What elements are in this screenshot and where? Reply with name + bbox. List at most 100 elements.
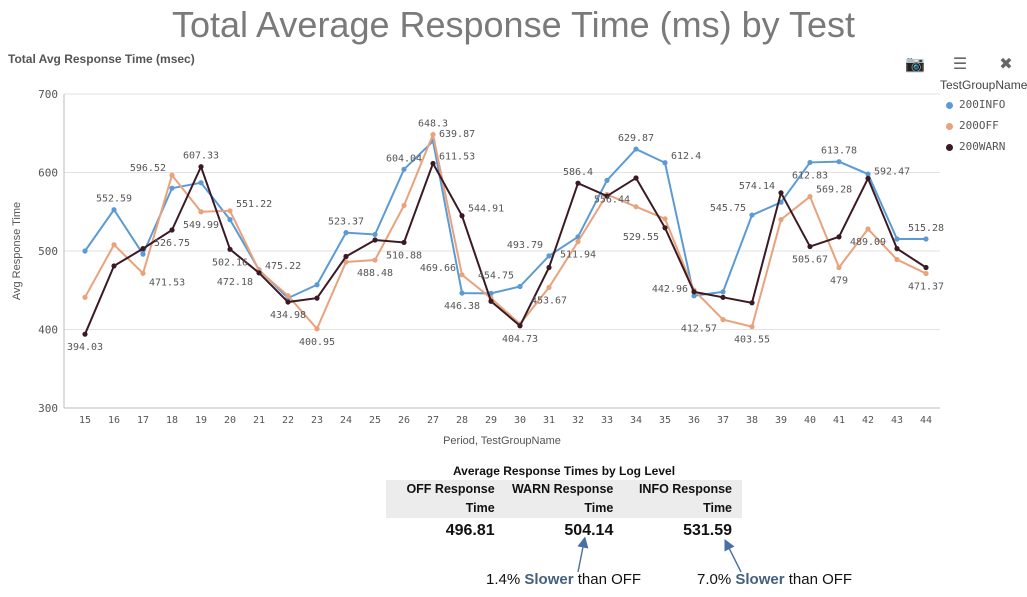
- data-point: [575, 180, 581, 186]
- camera-icon[interactable]: 📷: [905, 56, 925, 73]
- data-point: [140, 246, 146, 252]
- summary-value-info: 531.59: [683, 522, 733, 539]
- data-label: 471.37: [908, 281, 944, 292]
- data-point: [778, 217, 784, 223]
- sliders-icon[interactable]: ☰: [952, 56, 968, 73]
- x-tick-label: 16: [108, 415, 120, 426]
- x-tick-label: 34: [630, 415, 642, 426]
- y-tick-label: 400: [38, 324, 58, 337]
- data-point: [169, 227, 175, 233]
- page-title: Total Average Response Time (ms) by Test: [172, 4, 855, 45]
- data-point: [778, 190, 784, 196]
- legend-item-200off[interactable]: 200OFF: [946, 119, 999, 132]
- data-label: 469.66: [420, 263, 456, 274]
- data-point: [807, 243, 813, 250]
- series-line-200warn: [84, 161, 927, 335]
- data-point: [314, 282, 320, 288]
- data-label: 556.44: [594, 195, 630, 206]
- summary-header-info: INFO Response Time: [638, 482, 733, 515]
- data-point: [401, 239, 407, 246]
- line-chart: 300 400 500 600 700 15 16 17 18 19 20 21 22 23 24 25 26 2…: [11, 88, 944, 447]
- legend-item-200info[interactable]: 200INFO: [946, 98, 1005, 111]
- data-point: [459, 213, 465, 219]
- data-point: [372, 231, 378, 238]
- data-point: [604, 193, 610, 199]
- data-point: [575, 239, 581, 245]
- data-label: 488.48: [357, 268, 393, 279]
- summary-value-off: 496.81: [445, 522, 495, 539]
- x-tick-label: 31: [543, 415, 555, 426]
- data-point: [227, 246, 233, 252]
- data-point: [894, 256, 900, 263]
- data-label: 446.38: [444, 301, 480, 312]
- data-point: [227, 208, 233, 214]
- data-point: [285, 299, 291, 305]
- x-tick-label: 20: [224, 415, 236, 426]
- note-warn: 1.4% Slower than OFF: [486, 571, 642, 588]
- data-point: [546, 284, 552, 290]
- data-point: [111, 263, 117, 269]
- x-tick-label: 25: [369, 415, 381, 426]
- data-point: [140, 270, 146, 276]
- summary-title: Average Response Times by Log Level: [452, 464, 676, 478]
- x-tick-label: 29: [485, 415, 497, 426]
- data-label: 596.52: [130, 163, 166, 174]
- data-point: [662, 225, 668, 231]
- arrow-info: [724, 538, 742, 573]
- data-label: 403.55: [734, 335, 770, 346]
- summary-header-warn: WARN Response Time: [511, 482, 614, 515]
- data-label: 475.22: [265, 261, 301, 272]
- data-point: [836, 234, 842, 240]
- close-icon[interactable]: ✖: [999, 56, 1013, 73]
- x-tick-label: 15: [79, 415, 91, 426]
- data-point: [314, 295, 320, 301]
- data-point: [198, 180, 204, 186]
- x-tick-label: 35: [659, 415, 671, 426]
- data-point: [488, 298, 494, 304]
- data-label: 569.28: [816, 185, 852, 196]
- summary-table: Average Response Times by Log Level OFF …: [386, 462, 742, 544]
- x-tick-label: 37: [717, 415, 729, 426]
- data-point: [546, 264, 552, 271]
- data-point: [720, 317, 726, 323]
- data-point: [865, 175, 871, 182]
- note-info: 7.0% Slower than OFF: [697, 571, 853, 588]
- data-point: [604, 177, 610, 183]
- legend-label: 200INFO: [959, 98, 1006, 111]
- data-point: [749, 212, 755, 218]
- arrow-warn: [577, 536, 589, 573]
- x-tick-label: 41: [833, 415, 845, 426]
- summary-header-row: OFF Response Time WARN Response Time INF…: [386, 480, 742, 518]
- data-label: 544.91: [468, 204, 504, 215]
- x-tick-label: 39: [775, 415, 787, 426]
- x-tick-label: 21: [253, 415, 265, 426]
- x-tick-label: 26: [398, 415, 410, 426]
- data-point: [401, 166, 407, 172]
- chart-title: Total Avg Response Time (msec): [8, 52, 195, 66]
- legend-swatch: [946, 143, 953, 151]
- data-label: 526.75: [154, 238, 190, 249]
- data-point: [459, 290, 465, 296]
- data-point: [633, 175, 639, 181]
- data-point: [836, 159, 842, 165]
- data-label: 529.55: [623, 232, 659, 243]
- legend-item-200warn[interactable]: 200WARN: [946, 140, 1005, 153]
- legend-swatch: [946, 122, 953, 130]
- legend-swatch: [946, 101, 953, 109]
- x-tick-label: 40: [804, 415, 816, 426]
- data-label: 454.75: [478, 271, 514, 282]
- data-point: [343, 230, 349, 236]
- x-tick-label: 22: [282, 415, 294, 426]
- data-label: 511.94: [560, 250, 596, 261]
- data-point: [169, 172, 175, 178]
- data-point: [198, 209, 204, 215]
- data-point: [633, 146, 639, 152]
- data-point: [198, 164, 204, 170]
- data-point: [169, 185, 175, 191]
- data-point: [111, 207, 117, 213]
- x-tick-label: 27: [427, 415, 439, 426]
- data-point: [343, 253, 349, 260]
- summary-value-warn: 504.14: [564, 522, 614, 539]
- x-tick-label: 42: [862, 415, 874, 426]
- y-tick-label: 300: [38, 402, 58, 415]
